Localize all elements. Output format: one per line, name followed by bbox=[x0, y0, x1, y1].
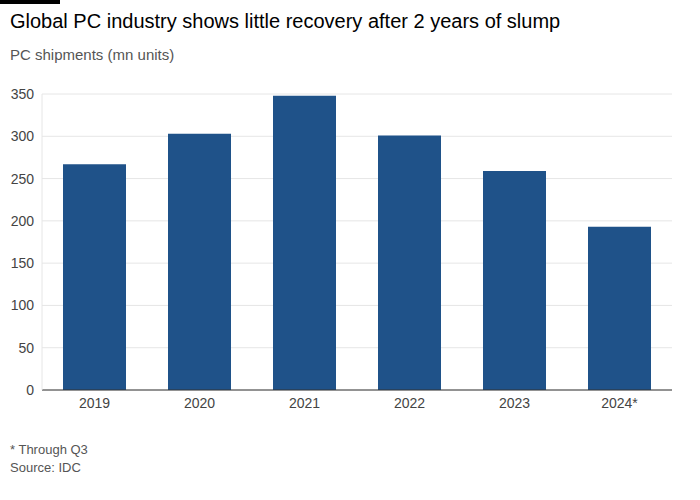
html-text:Global PC industry shows littl: Global PC industry shows little recovery… bbox=[10, 10, 561, 32]
svg-text:2019: 2019 bbox=[79, 395, 110, 411]
svg-text:2021: 2021 bbox=[289, 395, 320, 411]
svg-text:2020: 2020 bbox=[184, 395, 215, 411]
svg-text:300: 300 bbox=[11, 128, 35, 144]
svg-text:150: 150 bbox=[11, 255, 35, 271]
svg-text:250: 250 bbox=[11, 171, 35, 187]
svg-text:2024*: 2024* bbox=[601, 395, 638, 411]
svg-text:2023: 2023 bbox=[499, 395, 530, 411]
svg-text:0: 0 bbox=[26, 382, 34, 398]
svg-text:200: 200 bbox=[11, 213, 35, 229]
html-text:PC shipments (mn units): PC shipments (mn units) bbox=[10, 46, 175, 63]
html-text:* Through Q3: * Through Q3 bbox=[10, 442, 88, 457]
svg-text:350: 350 bbox=[11, 86, 35, 102]
svg-text:2022: 2022 bbox=[394, 395, 425, 411]
html-text:Source: IDC: Source: IDC bbox=[10, 460, 81, 475]
svg-text:100: 100 bbox=[11, 297, 35, 313]
svg-text:50: 50 bbox=[18, 340, 34, 356]
